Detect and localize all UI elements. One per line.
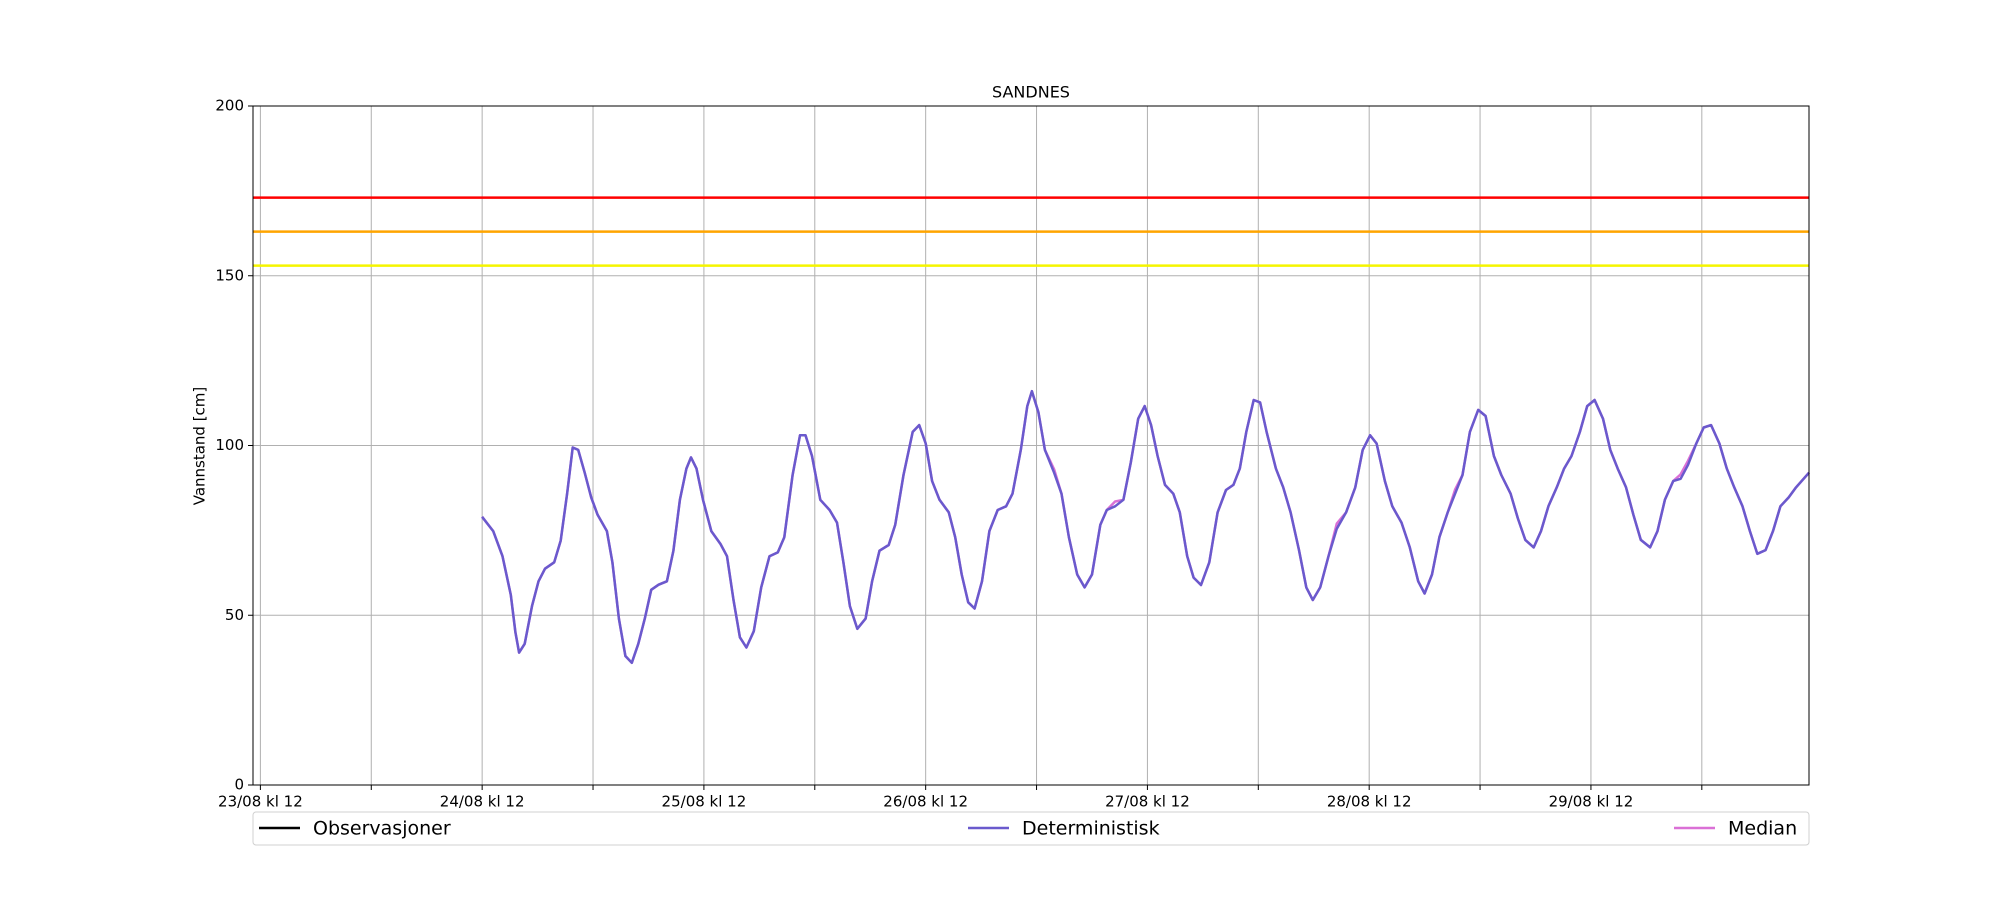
- series-line: [481, 389, 1810, 665]
- legend-label: Deterministisk: [1022, 818, 1160, 840]
- x-tick-label: 23/08 kl 12: [218, 793, 303, 811]
- y-axis-label: Vannstand [cm]: [191, 387, 209, 506]
- x-tick-label: 25/08 kl 12: [662, 793, 747, 811]
- plot-frame: [252, 105, 1810, 786]
- y-tick-label: 200: [215, 97, 244, 115]
- legend-box: [252, 811, 1810, 846]
- y-tick-label: 0: [234, 776, 244, 794]
- legend-label: Median: [1728, 818, 1797, 840]
- x-tick-label: 26/08 kl 12: [883, 793, 968, 811]
- y-tick-label: 50: [225, 606, 244, 624]
- y-tick-label: 150: [215, 266, 244, 284]
- y-tick-label: 100: [215, 436, 244, 454]
- legend-label: Observasjoner: [313, 818, 451, 840]
- x-tick-label: 24/08 kl 12: [440, 793, 525, 811]
- x-tick-label: 27/08 kl 12: [1105, 793, 1190, 811]
- x-tick-label: 29/08 kl 12: [1549, 793, 1634, 811]
- series-line: [481, 389, 1810, 665]
- x-tick-label: 28/08 kl 12: [1327, 793, 1412, 811]
- chart-title: SANDNES: [992, 83, 1070, 102]
